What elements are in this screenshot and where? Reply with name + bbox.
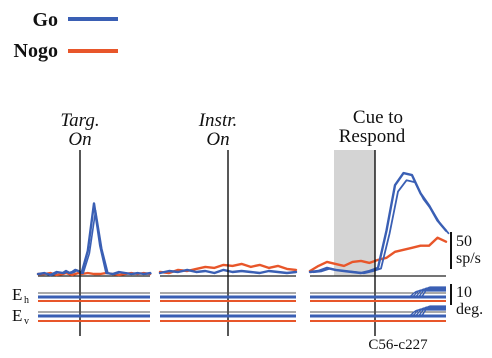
event-label-instr-line1: Instr. [198,110,238,131]
eye-row-v-panel-2 [310,305,446,322]
rate-scale-bar: 50 sp/s [450,232,481,269]
eye-h-subscript: h [24,295,29,306]
eye-saccade-go [416,287,446,298]
series-line-go [36,202,152,277]
eye-row-h-panel-1 [160,292,296,302]
eye-scale-bar: 10 deg. [450,284,483,318]
event-label-targ-line1: Targ. [60,110,99,131]
eye-scale-value: 10 [456,284,472,301]
eye-saccade-go [416,306,446,317]
event-label-targ-line2: On [68,129,91,150]
event-labels: Targ. On Instr. On Cue to Respond [60,107,405,150]
event-label-instr-line2: On [206,129,229,150]
series-line-go-sem [39,209,152,276]
eye-row-h-panel-2 [310,286,446,302]
rate-scale-value: 50 [456,233,472,250]
eye-v-subscript: v [24,316,29,327]
eye-saccade-go [419,305,446,317]
eye-v-label: E [12,306,22,325]
raster-panels [36,150,450,336]
eye-row-v-panel-1 [160,311,296,322]
eye-channel-labels: E h E v [12,285,29,327]
eye-saccade-go [419,286,446,298]
panel-2 [308,150,450,336]
event-label-cue-line1: Cue to [353,107,403,128]
eye-h-label: E [12,285,22,304]
cue-period-shading [334,150,375,276]
series-line-nogo [308,236,448,273]
legend-go-label: Go [32,9,58,31]
panel-0 [36,150,152,336]
eye-position-traces [38,286,446,322]
legend: Go Nogo [14,9,118,62]
series-line-go [308,171,448,275]
panel-1 [158,150,298,336]
series-line-go-sem [312,179,450,275]
event-label-cue-line2: Respond [339,126,406,147]
cell-id: C56-c227 [368,337,428,353]
eye-row-h-panel-0 [38,292,150,302]
legend-nogo-label: Nogo [14,40,58,62]
eye-row-v-panel-0 [38,311,150,322]
eye-scale-unit: deg. [456,301,483,318]
rate-scale-unit: sp/s [456,250,481,267]
